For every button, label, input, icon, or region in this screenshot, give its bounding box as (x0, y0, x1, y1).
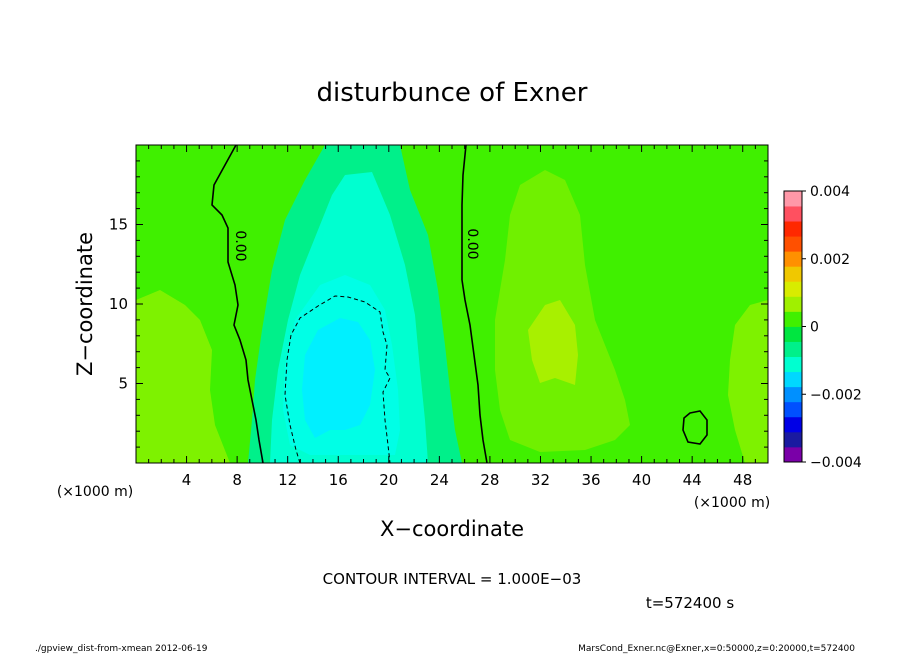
colorbar-swatch (784, 266, 802, 282)
x-tick-label: 48 (733, 471, 752, 489)
x-tick-label: 36 (581, 471, 600, 489)
x-tick-label: 32 (531, 471, 550, 489)
footer-right: MarsCond_Exner.nc@Exner,x=0:50000,z=0:20… (578, 644, 855, 654)
colorbar-swatch (784, 191, 802, 207)
x-tick-label: 24 (430, 471, 449, 489)
x-tick-label: 20 (379, 471, 398, 489)
y-axis: 5 10 15 (109, 160, 768, 448)
filled-field (136, 145, 768, 463)
colorbar-swatch (784, 401, 802, 418)
time-note: t=572400 s (646, 594, 734, 612)
colorbar-tick-label: 0.002 (810, 252, 850, 268)
x-tick-label: 4 (182, 471, 192, 489)
y-tick-label: 15 (109, 216, 128, 234)
y-axis-label: Z−coordinate (73, 232, 97, 376)
colorbar-swatch (784, 431, 802, 448)
x-tick-label: 16 (329, 471, 348, 489)
contour-zero-closed (682, 410, 708, 445)
contour-zero-left (211, 145, 264, 463)
x-axis: 4 8 12 16 20 24 28 32 36 40 44 48 (148, 145, 756, 489)
colorbar-swatch (784, 281, 802, 297)
colorbar-swatch (784, 356, 802, 373)
colorbar-tick-label: 0.004 (810, 184, 850, 200)
chart-title: disturbunce of Exner (317, 78, 588, 108)
x-axis-unit: (×1000 m) (694, 495, 770, 511)
field-region-left-positive (136, 290, 230, 463)
y-tick-label: 5 (118, 375, 128, 393)
colorbar: 0.004 0.002 0 −0.002 −0.004 (783, 184, 862, 471)
colorbar-swatch (784, 311, 802, 327)
colorbar-swatch (784, 341, 802, 358)
colorbar-tick-label: 0 (810, 320, 819, 336)
footer-left: ./gpview_dist-from-xmean 2012-06-19 (35, 644, 208, 654)
contour-zero-middle (461, 145, 488, 463)
colorbar-tick-label: −0.004 (810, 455, 862, 471)
colorbar-swatch (784, 416, 802, 433)
x-tick-label: 28 (480, 471, 499, 489)
field-region-right-positive (728, 300, 768, 463)
colorbar-swatch (784, 371, 802, 388)
colorbar-swatch (784, 251, 802, 267)
contour-label-left: 0.00 (232, 230, 248, 261)
colorbar-swatch (784, 386, 802, 403)
colorbar-swatch (784, 236, 802, 252)
colorbar-tick-label: −0.002 (810, 387, 862, 403)
colorbar-swatch (784, 446, 802, 463)
contour-negative-dashed (284, 295, 391, 463)
x-tick-label: 44 (683, 471, 702, 489)
x-tick-label: 12 (278, 471, 297, 489)
x-tick-label: 8 (232, 471, 242, 489)
colorbar-swatch (784, 296, 802, 312)
field-region-neg-core (302, 318, 375, 438)
y-tick-label: 10 (109, 295, 128, 313)
y-axis-unit: (×1000 m) (57, 484, 133, 500)
field-region-center-peak (528, 300, 578, 385)
contour-interval-note: CONTOUR INTERVAL = 1.000E−03 (323, 570, 582, 588)
contour-lines (211, 145, 708, 463)
x-tick-label: 40 (632, 471, 651, 489)
contour-label-middle: 0.00 (464, 228, 480, 259)
x-axis-label: X−coordinate (380, 517, 524, 541)
colorbar-swatch (784, 326, 802, 342)
colorbar-swatch (784, 221, 802, 237)
colorbar-swatch (784, 206, 802, 222)
